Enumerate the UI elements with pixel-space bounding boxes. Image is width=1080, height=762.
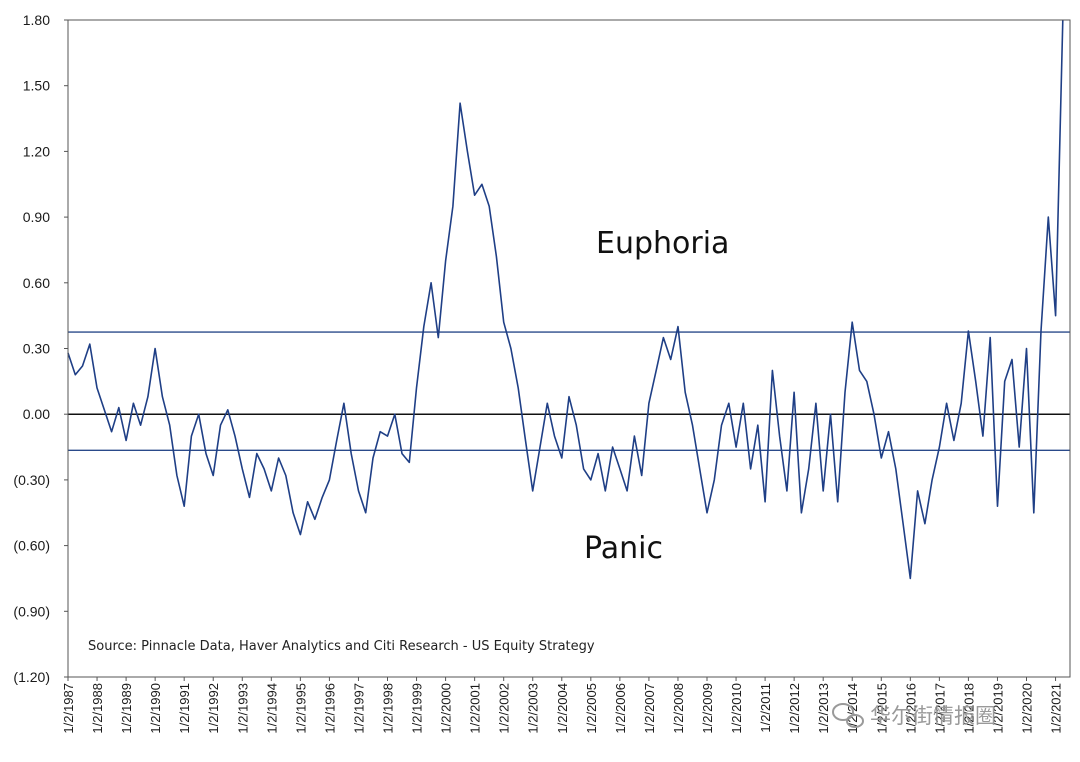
watermark-text: 华尔街情报圈 — [870, 704, 996, 728]
x-tick-label: 1/2/1993 — [235, 683, 250, 734]
x-tick-label: 1/2/1999 — [410, 683, 425, 734]
x-tick-label: 1/2/2021 — [1049, 683, 1064, 734]
source-note: Source: Pinnacle Data, Haver Analytics a… — [88, 639, 595, 654]
reference-lines — [68, 331, 1070, 451]
x-tick-label: 1/2/2008 — [671, 683, 686, 734]
x-tick-label: 1/2/2020 — [1020, 683, 1035, 734]
y-tick-label: (0.30) — [13, 472, 50, 488]
x-tick-label: 1/2/1990 — [148, 683, 163, 734]
y-axis-ticks: 1.80 1.50 1.20 0.90 0.60 0.30 0.00 (0.30) (0.60)… — [13, 12, 68, 685]
x-tick-label: 1/2/1991 — [177, 683, 192, 734]
x-tick-label: 1/2/2009 — [700, 683, 715, 734]
x-tick-label: 1/2/1998 — [381, 683, 396, 734]
x-tick-label: 1/2/2013 — [816, 683, 831, 734]
x-tick-label: 1/2/2007 — [642, 683, 657, 734]
y-tick-label: 1.80 — [23, 12, 50, 28]
wechat-icon — [832, 703, 864, 728]
sentiment-series-line — [67, 19, 1064, 580]
x-tick-label: 1/2/2018 — [961, 683, 976, 734]
x-tick-label: 1/2/1995 — [293, 683, 308, 734]
y-tick-label: (0.90) — [13, 603, 50, 619]
x-tick-label: 1/2/2011 — [758, 683, 773, 733]
y-tick-label: 0.00 — [23, 406, 50, 422]
x-tick-label: 1/2/1997 — [351, 683, 366, 734]
x-tick-label: 1/2/2010 — [729, 683, 744, 734]
x-tick-label: 1/2/2002 — [497, 683, 512, 734]
x-tick-label: 1/2/2006 — [613, 683, 628, 734]
y-tick-label: 1.20 — [23, 143, 50, 159]
x-tick-label: 1/2/2005 — [584, 683, 599, 734]
x-tick-label: 1/2/2012 — [787, 683, 802, 734]
x-tick-label: 1/2/1987 — [61, 683, 76, 734]
x-axis-ticks: 1/2/1987 1/2/1988 1/2/1989 1/2/1990 1/2/1991… — [61, 677, 1064, 734]
x-tick-label: 1/2/2001 — [468, 683, 483, 734]
x-tick-label: 1/2/2000 — [439, 683, 454, 734]
panic-label: Panic — [584, 531, 663, 566]
y-tick-label: 0.30 — [23, 341, 50, 357]
x-tick-label: 1/2/2019 — [990, 683, 1005, 734]
y-tick-label: 0.90 — [23, 209, 50, 225]
y-tick-label: (1.20) — [13, 669, 50, 685]
x-tick-label: 1/2/2015 — [874, 683, 889, 734]
x-tick-label: 1/2/2017 — [932, 683, 947, 734]
y-tick-label: 0.60 — [23, 275, 50, 291]
y-tick-label: (0.60) — [13, 538, 50, 554]
euphoria-label: Euphoria — [596, 226, 729, 261]
series-group — [67, 19, 1064, 580]
x-tick-label: 1/2/1988 — [90, 683, 105, 734]
y-tick-label: 1.50 — [23, 78, 50, 94]
x-tick-label: 1/2/1992 — [206, 683, 221, 734]
x-tick-label: 1/2/2004 — [555, 683, 570, 734]
plot-frame — [67, 19, 1071, 678]
x-tick-label: 1/2/1994 — [264, 683, 279, 734]
x-tick-label: 1/2/2016 — [903, 683, 918, 734]
x-tick-label: 1/2/1989 — [119, 683, 134, 734]
watermark: 华尔街情报圈 — [832, 703, 996, 728]
x-tick-label: 1/2/2003 — [526, 683, 541, 734]
x-tick-label: 1/2/1996 — [322, 683, 337, 734]
